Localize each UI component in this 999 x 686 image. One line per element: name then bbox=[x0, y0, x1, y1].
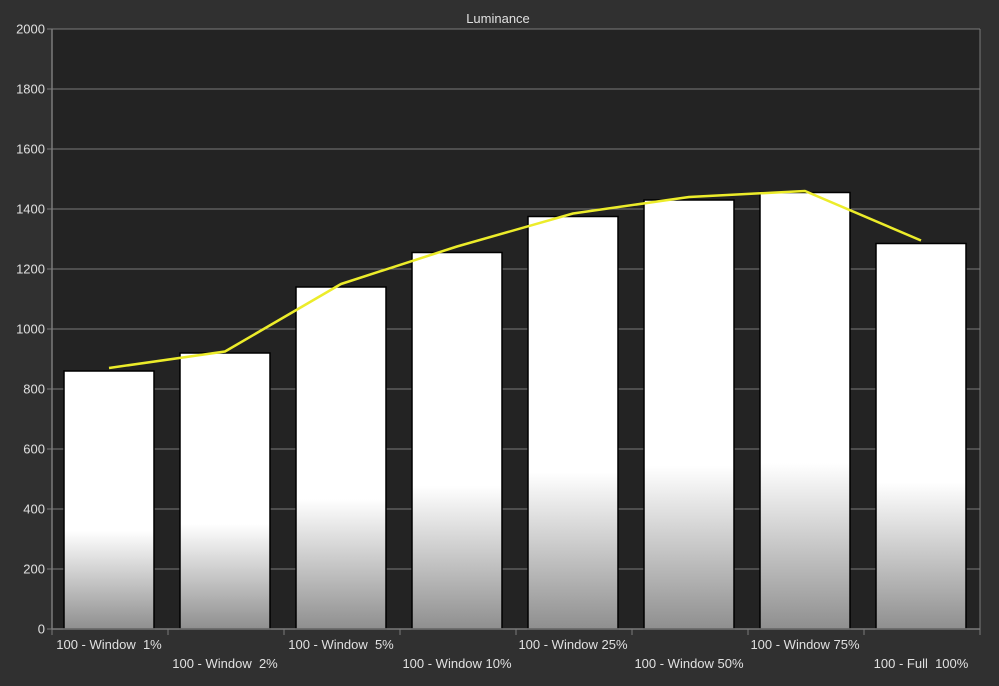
bar bbox=[875, 242, 967, 630]
y-tick-label: 1200 bbox=[16, 262, 45, 277]
y-tick-labels: 0 200 400 600 800 1000 1200 1400 1600 1800 2000 bbox=[16, 22, 45, 637]
y-tick-label: 2000 bbox=[16, 22, 45, 37]
y-tick-label: 0 bbox=[38, 622, 45, 637]
x-tick-label: 100 - Window 50% bbox=[634, 656, 744, 671]
axes bbox=[47, 28, 981, 635]
bar bbox=[411, 251, 503, 630]
x-tick-labels: 100 - Window 1% 100 - Window 2% 100 - Wind… bbox=[56, 637, 969, 671]
x-tick-label: 100 - Window 75% bbox=[750, 637, 860, 652]
x-tick-label: 100 - Window 1% bbox=[56, 637, 162, 652]
bars bbox=[63, 191, 967, 630]
luminance-line bbox=[108, 189, 922, 370]
y-tick-label: 200 bbox=[23, 562, 45, 577]
x-tick-label: 100 - Window 10% bbox=[402, 656, 512, 671]
y-tick-label: 600 bbox=[23, 442, 45, 457]
bar bbox=[63, 370, 155, 630]
y-tick-label: 1400 bbox=[16, 202, 45, 217]
y-tick-label: 800 bbox=[23, 382, 45, 397]
x-tick-label: 100 - Full 100% bbox=[874, 656, 969, 671]
y-tick-label: 1000 bbox=[16, 322, 45, 337]
bar bbox=[643, 199, 735, 630]
bar bbox=[759, 191, 851, 630]
x-tick-label: 100 - Window 25% bbox=[518, 637, 628, 652]
bar bbox=[527, 215, 619, 630]
y-tick-label: 1800 bbox=[16, 82, 45, 97]
bar bbox=[179, 352, 271, 630]
y-tick-label: 400 bbox=[23, 502, 45, 517]
bar bbox=[295, 286, 387, 630]
x-tick-label: 100 - Window 5% bbox=[288, 637, 394, 652]
y-tick-label: 1600 bbox=[16, 142, 45, 157]
x-tick-label: 100 - Window 2% bbox=[172, 656, 278, 671]
chart-title: Luminance bbox=[466, 11, 530, 26]
